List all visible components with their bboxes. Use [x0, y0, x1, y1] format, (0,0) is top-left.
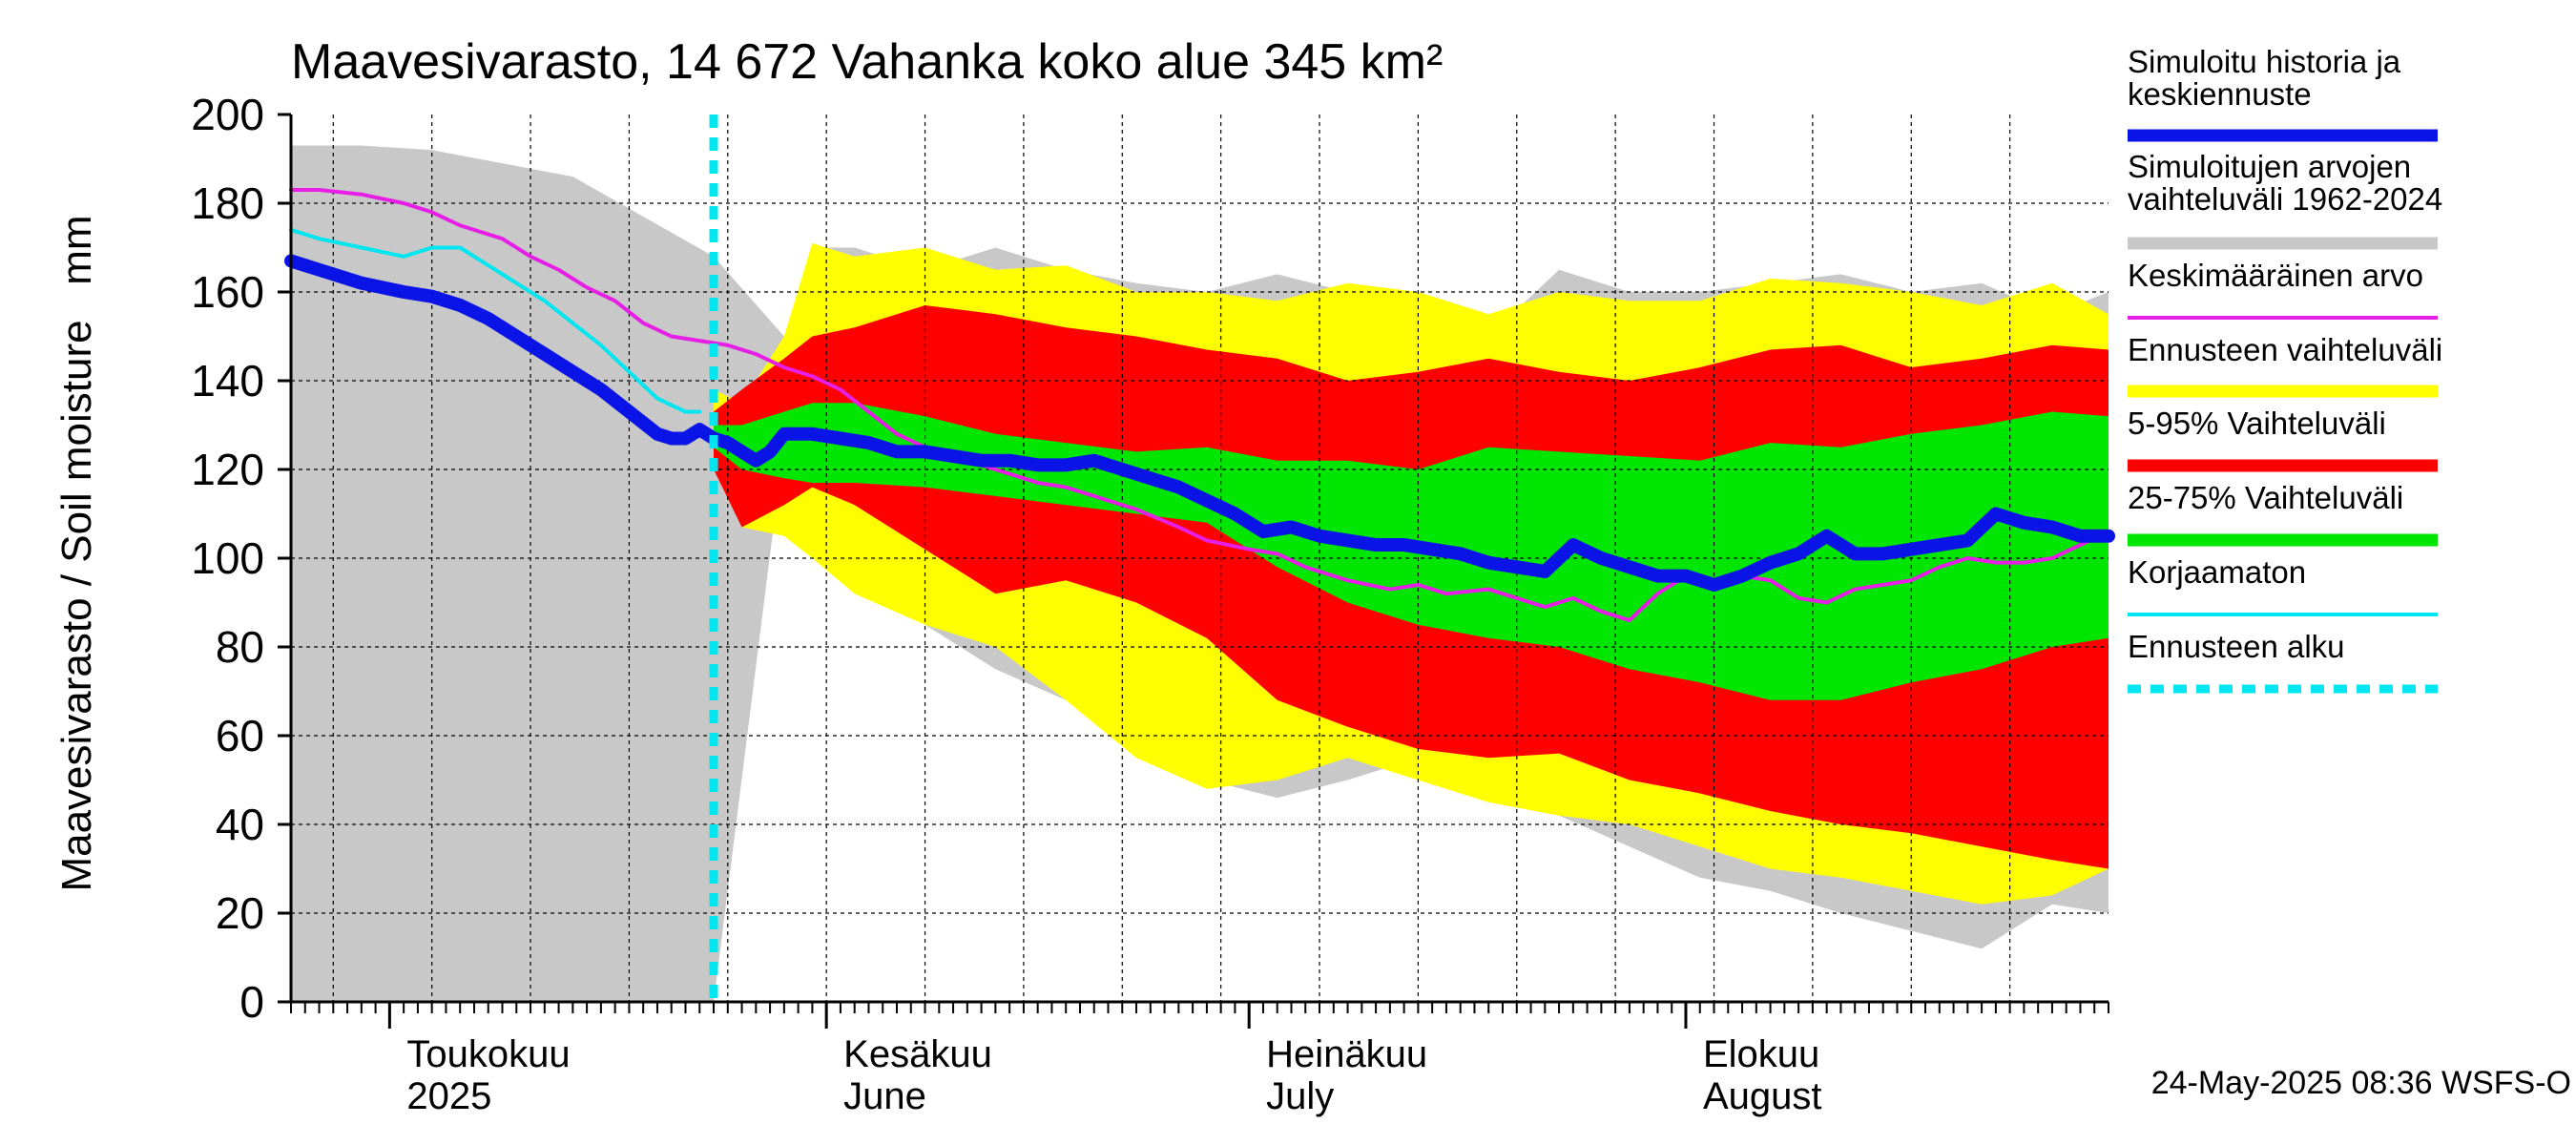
legend-label: Ennusteen vaihteluväli — [2128, 332, 2442, 367]
month-label: Elokuu — [1703, 1033, 1819, 1075]
legend-label: 25-75% Vaihteluväli — [2128, 480, 2403, 515]
main-forecast-line — [284, 254, 2115, 592]
uncorrected-line — [289, 227, 702, 414]
month-label: Kesäkuu — [843, 1033, 992, 1075]
y-tick-label: 40 — [216, 800, 264, 849]
y-tick-label: 180 — [191, 178, 264, 228]
chart-title: Maavesivarasto, 14 672 Vahanka koko alue… — [291, 34, 1443, 90]
y-tick-label: 80 — [216, 622, 264, 672]
y-tick-label: 0 — [239, 977, 264, 1027]
y-tick-label: 100 — [191, 533, 264, 583]
y-axis-label: Maavesivarasto / Soil moisture mm — [53, 215, 100, 891]
month-label-en: 2025 — [406, 1075, 491, 1117]
y-tick-label: 160 — [191, 267, 264, 317]
legend-label: vaihteluväli 1962-2024 — [2128, 181, 2442, 217]
legend-label: keskiennuste — [2128, 76, 2312, 112]
month-label: Heinäkuu — [1266, 1033, 1427, 1075]
y-tick-label: 200 — [191, 90, 264, 139]
legend-label: Simuloitujen arvojen — [2128, 149, 2411, 184]
legend-label: 5-95% Vaihteluväli — [2128, 406, 2386, 441]
month-label: Toukokuu — [406, 1033, 570, 1075]
y-tick-label: 60 — [216, 711, 264, 760]
legend-label: Simuloitu historia ja — [2128, 44, 2401, 79]
footer-timestamp: 24-May-2025 08:36 WSFS-O — [2151, 1065, 2571, 1101]
y-tick-label: 120 — [191, 445, 264, 494]
y-tick-label: 20 — [216, 888, 264, 938]
month-label-en: June — [843, 1075, 926, 1117]
month-label-en: July — [1266, 1075, 1334, 1117]
mean-line — [289, 188, 2110, 623]
legend-label: Ennusteen alku — [2128, 629, 2345, 664]
legend-label: Korjaamaton — [2128, 554, 2306, 590]
month-label-en: August — [1703, 1075, 1822, 1117]
grid — [291, 114, 2109, 1002]
y-tick-label: 140 — [191, 356, 264, 406]
legend-label: Keskimääräinen arvo — [2128, 258, 2423, 293]
